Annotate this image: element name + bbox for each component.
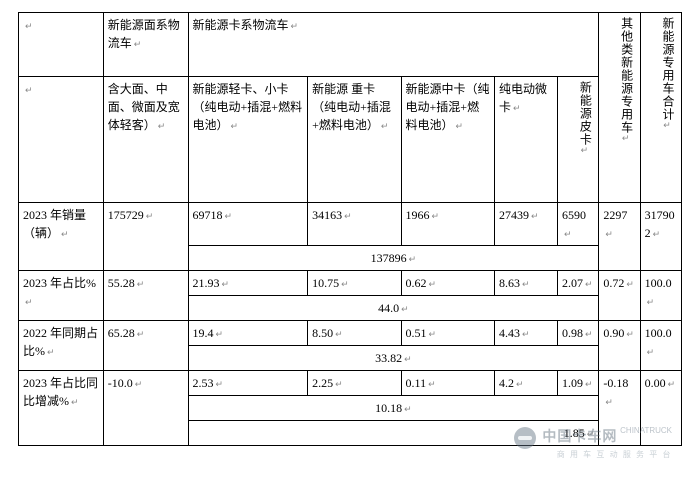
cell: 175729↵ (103, 203, 188, 271)
blank-cell: ↵ (19, 13, 104, 77)
header-row-1: ↵ 新能源面系物流车↵ 新能源卡系物流车↵ 其他类新能源专用车↵ 新能源专用车合… (19, 13, 682, 77)
cell: 0.90↵ (599, 321, 640, 371)
cell: 1966↵ (401, 203, 494, 246)
cell: 0.00↵ (640, 371, 681, 446)
row-label: 2023 年销量（辆）↵ (19, 203, 104, 271)
row-2023-change: 2023 年占比同比增减%↵ -10.0↵ 2.53↵ 2.25↵ 0.11↵ … (19, 371, 682, 396)
row-label: 2023 年占比%↵ (19, 271, 104, 321)
cell: 1.09↵ (558, 371, 599, 396)
data-table: ↵ 新能源面系物流车↵ 新能源卡系物流车↵ 其他类新能源专用车↵ 新能源专用车合… (18, 12, 682, 446)
header-row-2: ↵ 含大面、中面、微面及宽体轻客）↵ 新能源轻卡、小卡（纯电动+插混+燃料电池）… (19, 77, 682, 203)
cell: 0.11↵ (401, 371, 494, 396)
header-group4: 新能源专用车合计↵ (640, 13, 681, 203)
cell: 55.28↵ (103, 271, 188, 321)
cell: 0.51↵ (401, 321, 494, 346)
header-sub3: 新能源 重卡（纯电动+插混+燃料电池）↵ (308, 77, 401, 203)
cell: 8.63↵ (494, 271, 557, 296)
cell: 6590↵ (558, 203, 599, 246)
header-sub1: 含大面、中面、微面及宽体轻客）↵ (103, 77, 188, 203)
header-sub5: 纯电动微卡↵ (494, 77, 557, 203)
row-2023-ratio: 2023 年占比%↵ 55.28↵ 21.93↵ 10.75↵ 0.62↵ 8.… (19, 271, 682, 296)
watermark-tagline: 商 用 车 互 动 服 务 平 台 (557, 450, 672, 459)
cell: 21.93↵ (188, 271, 308, 296)
row-label: 2023 年占比同比增减%↵ (19, 371, 104, 446)
header-sub6: 新能源皮卡↵ (558, 77, 599, 203)
cell: -10.0↵ (103, 371, 188, 446)
cell: -0.18↵ (599, 371, 640, 446)
cell: 0.98↵ (558, 321, 599, 346)
header-sub2: 新能源轻卡、小卡（纯电动+插混+燃料电池）↵ (188, 77, 308, 203)
subtotal-cell: 137896↵ (188, 246, 599, 271)
row-2022-ratio: 2022 年同期占比%↵ 65.28↵ 19.4↵ 8.50↵ 0.51↵ 4.… (19, 321, 682, 346)
subtotal-cell: 44.0↵ (188, 296, 599, 321)
row-2023-sales: 2023 年销量（辆）↵ 175729↵ 69718↵ 34163↵ 1966↵… (19, 203, 682, 246)
header-group2: 新能源卡系物流车↵ (188, 13, 599, 77)
row-label: 2022 年同期占比%↵ (19, 321, 104, 371)
subtotal-cell: 33.82↵ (188, 346, 599, 371)
cell: 317902↵ (640, 203, 681, 271)
extra-cell: 1.85↵ (188, 421, 599, 446)
cell: 4.2↵ (494, 371, 557, 396)
blank-cell: ↵ (19, 77, 104, 203)
cell: 65.28↵ (103, 321, 188, 371)
cell: 2.53↵ (188, 371, 308, 396)
header-group1: 新能源面系物流车↵ (103, 13, 188, 77)
cell: 0.62↵ (401, 271, 494, 296)
cell: 19.4↵ (188, 321, 308, 346)
cell: 0.72↵ (599, 271, 640, 321)
cell: 100.0↵ (640, 321, 681, 371)
cell: 10.75↵ (308, 271, 401, 296)
cell: 4.43↵ (494, 321, 557, 346)
cell: 2.07↵ (558, 271, 599, 296)
header-group3: 其他类新能源专用车↵ (599, 13, 640, 203)
cell: 8.50↵ (308, 321, 401, 346)
cell: 34163↵ (308, 203, 401, 246)
cell: 2.25↵ (308, 371, 401, 396)
cell: 2297↵ (599, 203, 640, 271)
cell: 69718↵ (188, 203, 308, 246)
header-sub4: 新能源中卡（纯电动+插混+燃料电池）↵ (401, 77, 494, 203)
cell: 100.0↵ (640, 271, 681, 321)
cell: 27439↵ (494, 203, 557, 246)
subtotal-cell: 10.18↵ (188, 396, 599, 421)
